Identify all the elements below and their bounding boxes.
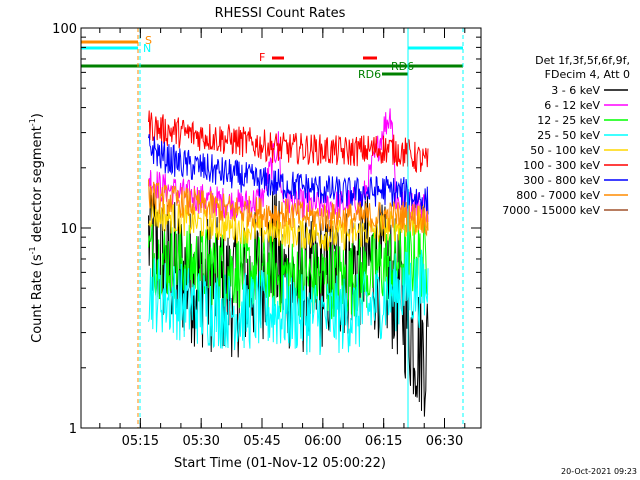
legend-header-1: Det 1f,3f,5f,6f,9f, xyxy=(535,54,630,67)
state-label-rd6-a: RD6 xyxy=(391,60,414,73)
x-tick-label: 06:00 xyxy=(304,434,341,449)
x-axis-label: Start Time (01-Nov-12 05:00:22) xyxy=(174,456,386,471)
y-axis-label: Count Rate (s-1 detector segment-1) xyxy=(28,113,45,343)
series-line-5 xyxy=(148,110,429,174)
state-label-s: S xyxy=(145,34,152,47)
legend-label: 800 - 7000 keV xyxy=(516,189,600,202)
legend-label: 25 - 50 keV xyxy=(537,129,600,142)
x-tick-label: 05:45 xyxy=(243,434,280,449)
y-tick-label: 1 xyxy=(69,422,77,437)
legend-label: 6 - 12 keV xyxy=(544,99,600,112)
y-tick-label: 10 xyxy=(60,222,77,237)
y-tick-label: 100 xyxy=(52,22,77,37)
series-line-6 xyxy=(148,134,429,216)
footer-timestamp: 20-Oct-2021 09:23 xyxy=(561,467,637,476)
legend-label: 3 - 6 keV xyxy=(551,84,600,97)
state-label-f: F xyxy=(259,51,265,64)
series-layer xyxy=(148,108,429,417)
state-bars xyxy=(81,40,463,76)
series-line-3 xyxy=(148,249,429,356)
legend-label: 7000 - 15000 keV xyxy=(502,204,600,217)
state-label-rd6-b: RD6 xyxy=(358,68,381,81)
legend-header-2: FDecim 4, Att 0 xyxy=(545,68,630,81)
legend: Det 1f,3f,5f,6f,9f, FDecim 4, Att 0 3 - … xyxy=(502,54,630,217)
series-line-7 xyxy=(148,179,429,237)
legend-label: 50 - 100 keV xyxy=(530,144,600,157)
series-line-2 xyxy=(148,221,429,320)
x-tick-label: 05:30 xyxy=(182,434,219,449)
state-label-n: N xyxy=(143,42,151,55)
y-ticks: 1 10 100 xyxy=(52,22,481,437)
legend-label: 100 - 300 keV xyxy=(523,159,600,172)
x-ticks: 05:15 05:30 05:45 06:00 06:15 06:30 xyxy=(99,28,466,449)
x-tick-label: 06:30 xyxy=(426,434,463,449)
legend-label: 12 - 25 keV xyxy=(537,114,600,127)
legend-label: 300 - 800 keV xyxy=(523,174,600,187)
chart-title: RHESSI Count Rates xyxy=(215,6,346,21)
x-tick-label: 06:15 xyxy=(365,434,402,449)
x-tick-label: 05:15 xyxy=(122,434,159,449)
